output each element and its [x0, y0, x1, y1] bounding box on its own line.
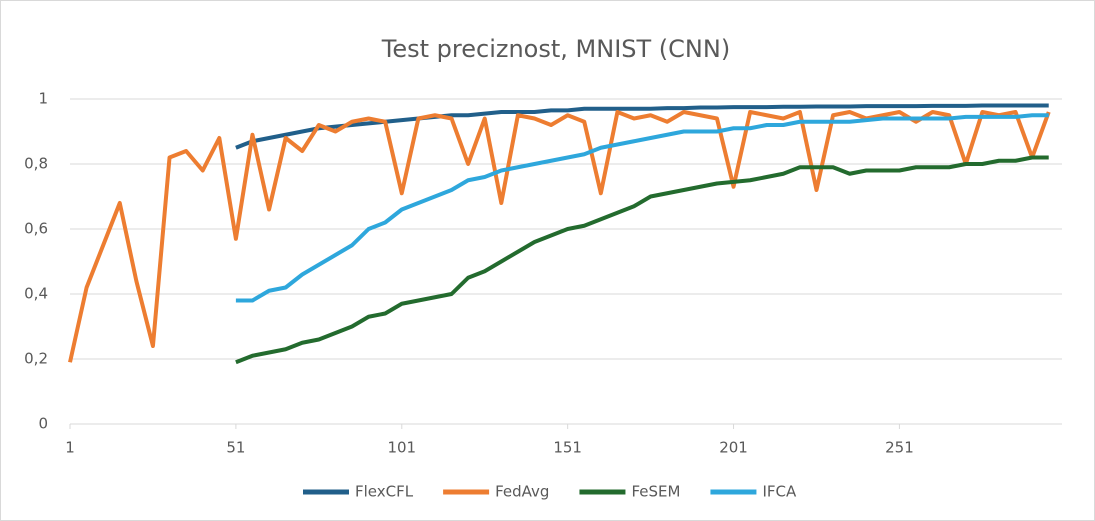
series-line: [235, 113, 1049, 303]
x-tick-label: 51: [226, 439, 245, 457]
y-tick-label: 0,2: [24, 350, 48, 368]
series-line: [235, 103, 1049, 150]
legend-label: IFCA: [762, 483, 797, 501]
y-tick-label: 0,4: [24, 285, 48, 303]
y-tick-label: 0,6: [24, 220, 48, 238]
x-tick-label: 201: [719, 439, 748, 457]
series-line: [68, 110, 1051, 363]
legend-label: FedAvg: [495, 483, 549, 501]
series-line: [235, 155, 1049, 365]
legend-label: FeSEM: [631, 483, 680, 501]
y-tick-label: 1: [38, 90, 48, 108]
x-tick-label: 251: [885, 439, 914, 457]
x-tick-label: 151: [553, 439, 582, 457]
legend-label: FlexCFL: [355, 483, 414, 501]
y-tick-label: 0: [38, 415, 48, 433]
y-tick-label: 0,8: [24, 155, 48, 173]
x-tick-label: 101: [387, 439, 416, 457]
chart-title: Test preciznost, MNIST (CNN): [381, 35, 730, 63]
x-tick-label: 1: [65, 439, 75, 457]
